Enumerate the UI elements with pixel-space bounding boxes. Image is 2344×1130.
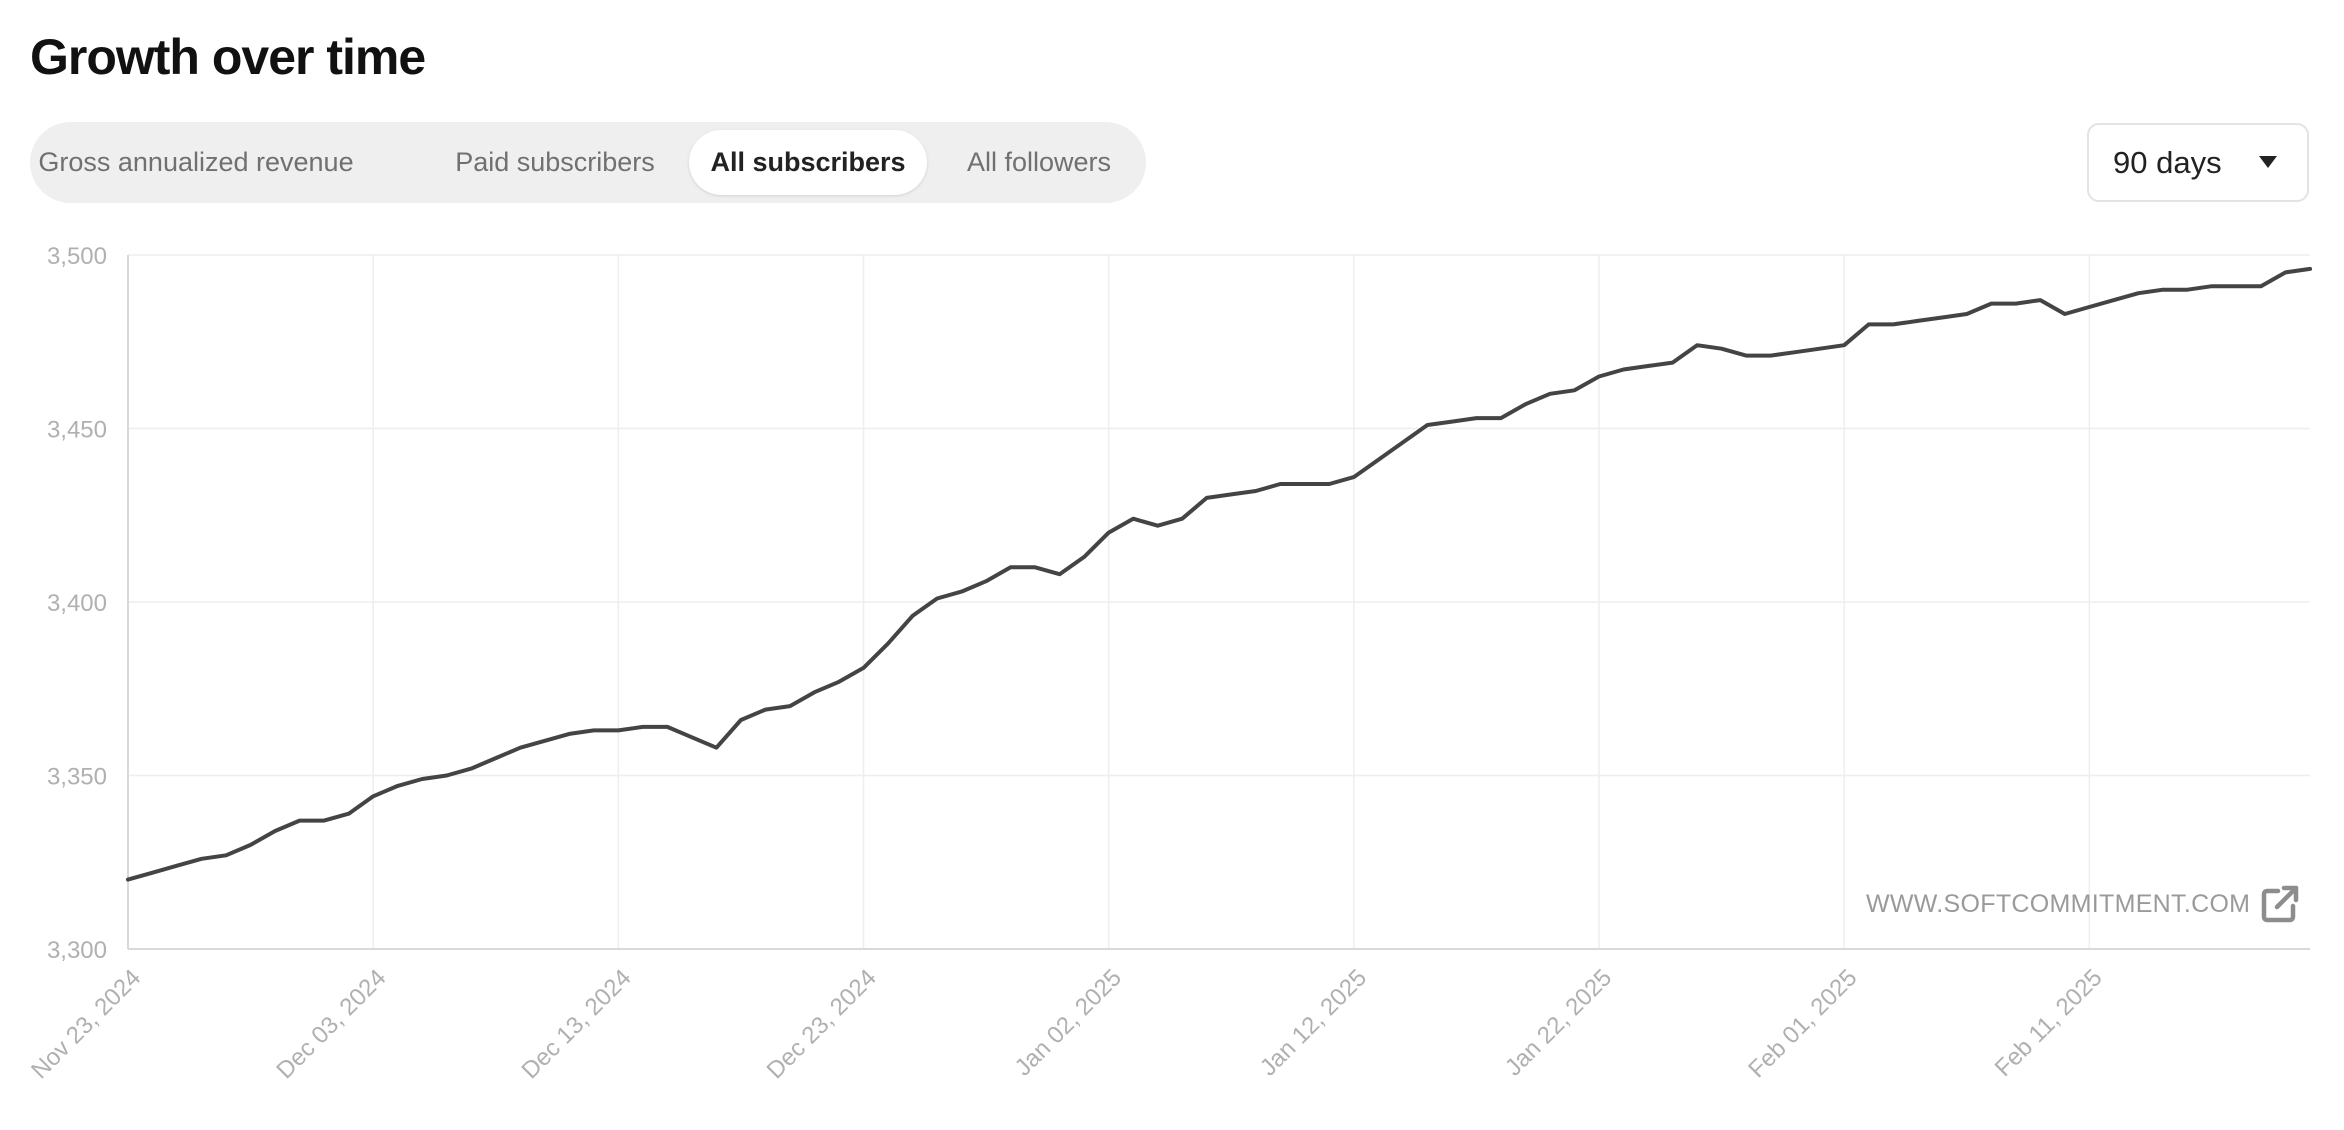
time-range-select[interactable]: 90 days <box>2087 123 2309 202</box>
caret-down-icon <box>2259 156 2277 168</box>
y-tick-label: 3,450 <box>47 417 107 444</box>
x-tick-label: Dec 03, 2024 <box>271 964 391 1084</box>
watermark-link[interactable]: WWW.SOFTCOMMITMENT.COM <box>1866 880 2302 928</box>
page-title: Growth over time <box>30 29 426 85</box>
x-tick-label: Feb 01, 2025 <box>1743 964 1862 1083</box>
tab-all-subscribers[interactable]: All subscribers <box>689 130 927 195</box>
tab-all-followers[interactable]: All followers <box>966 147 1112 177</box>
x-tick-label: Jan 02, 2025 <box>1010 964 1127 1081</box>
x-tick-label: Feb 11, 2025 <box>1990 964 2108 1082</box>
series-line-all-subscribers <box>126 266 2312 882</box>
y-tick-label: 3,500 <box>47 243 107 270</box>
metric-tabs: Gross annualized revenue Paid subscriber… <box>30 122 1146 203</box>
chart-grid <box>128 254 2310 949</box>
y-tick-label: 3,300 <box>47 937 107 964</box>
chart-tick-labels: 3,300 3,350 3,400 3,450 3,500 Nov 23, 2024 Dec… <box>26 243 2107 1084</box>
tab-paid-subscribers[interactable]: Paid subscribers <box>455 147 655 177</box>
x-tick-label: Nov 23, 2024 <box>26 964 146 1084</box>
x-tick-label: Dec 23, 2024 <box>762 964 882 1084</box>
external-link-icon <box>2262 885 2299 923</box>
x-tick-label: Jan 22, 2025 <box>1500 964 1617 1081</box>
y-tick-label: 3,400 <box>47 590 107 617</box>
chart-axes <box>127 255 2310 950</box>
x-tick-label: Jan 12, 2025 <box>1255 964 1372 1081</box>
tab-gross-annualized-revenue[interactable]: Gross annualized revenue <box>38 147 354 177</box>
x-tick-label: Dec 13, 2024 <box>517 964 637 1084</box>
y-tick-label: 3,350 <box>47 764 107 791</box>
time-range-value: 90 days <box>2113 145 2222 180</box>
watermark-text: WWW.SOFTCOMMITMENT.COM <box>1866 889 2251 918</box>
chart-series <box>126 266 2312 882</box>
